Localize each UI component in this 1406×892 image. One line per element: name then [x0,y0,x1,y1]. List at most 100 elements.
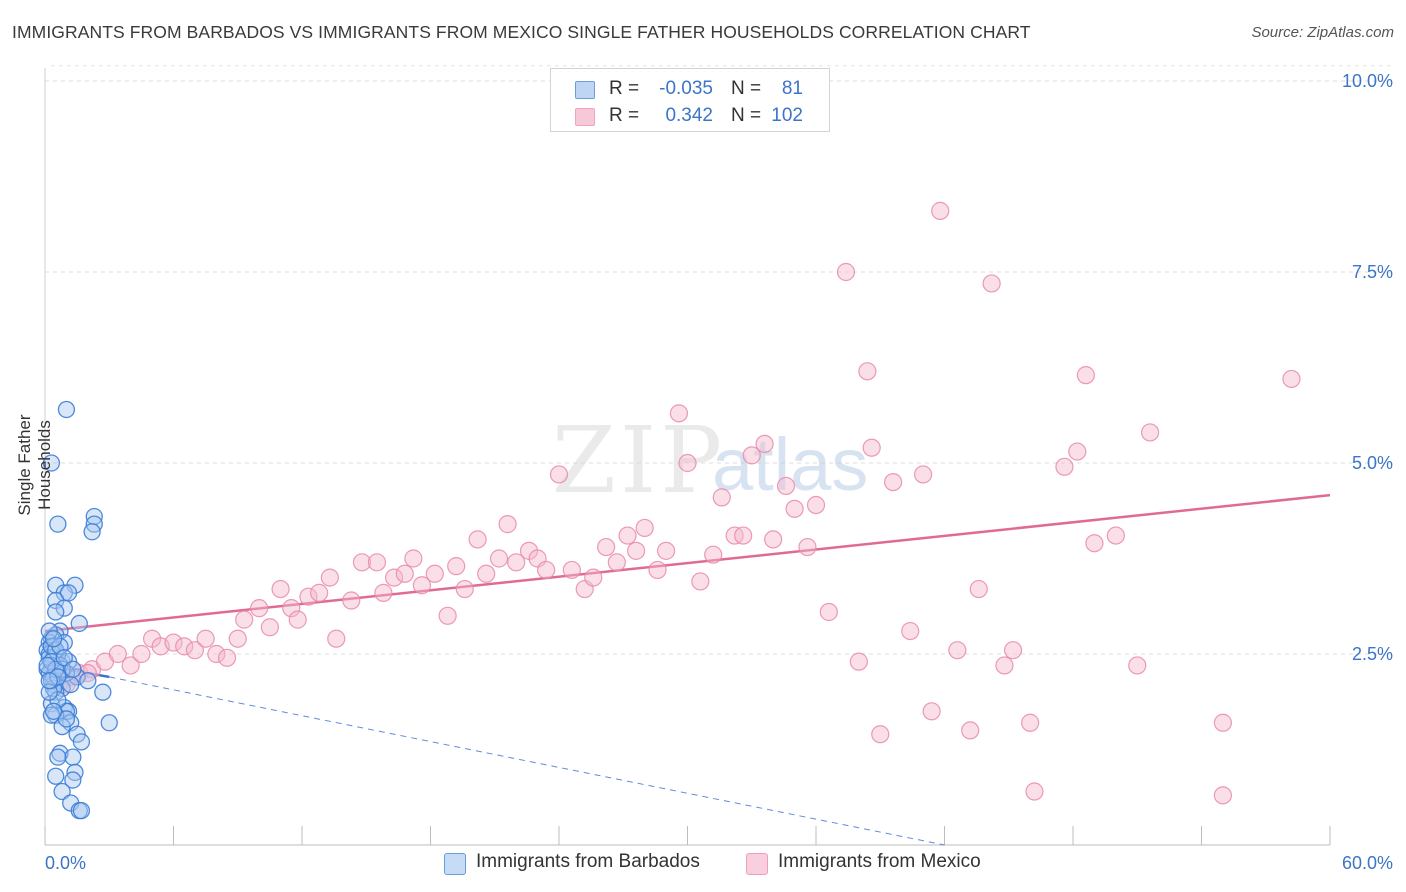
mexico-point [1025,782,1044,801]
y-tick-label-3: 10.0% [1342,71,1393,91]
barbados-point [57,400,76,419]
barbados-point [47,767,65,785]
mexico-point [374,583,393,602]
mexico-point [961,721,980,740]
barbados-point [47,603,65,621]
mexico-point [108,644,127,664]
barbados-point [53,782,71,801]
mexico-point [384,568,404,587]
mexico-point [537,560,556,580]
bottom-legend-barbados: Immigrants from Barbados [476,851,700,872]
mexico-point [931,201,950,220]
legend-n-value-mexico: 102 [771,105,803,126]
mexico-point [498,515,517,534]
legend-swatch-barbados [575,81,595,99]
mexico-point [1055,457,1074,476]
series-barbados-points [38,400,118,820]
barbados-point [72,801,91,820]
tick-labels: 2.5% 5.0% 7.5% 10.0% 0.0% 60.0% [45,71,1393,873]
mexico-point [755,434,774,453]
mexico-point [836,262,856,282]
legend-r-value-barbados: -0.035 [659,78,713,99]
mexico-point [217,648,237,667]
mexico-point [1003,641,1023,660]
mexico-point [607,553,626,572]
mexico-point [742,446,761,465]
mexico-point [901,621,920,641]
barbados-point [57,710,76,728]
mexico-point [734,526,753,545]
mexico-point [883,473,903,492]
legend-n-label: N = [731,105,762,126]
mexico-point [849,652,868,671]
mexico-point [395,564,414,583]
x-tick-label-min: 0.0% [45,853,86,873]
mexico-point [352,553,372,572]
mexico-point [806,495,826,515]
y-tick-label-0: 2.5% [1352,644,1393,664]
mexico-point [282,599,301,618]
mexico-point [185,641,205,660]
mexico-point [948,641,967,660]
mexico-point [1021,713,1040,732]
gridlines [45,65,1392,655]
watermark-atlas: atlas [712,423,868,506]
mexico-point [691,572,710,591]
mexico-point [913,465,933,484]
mexico-point [299,587,318,606]
mexico-point [858,362,877,381]
mexico-point [1106,526,1125,545]
mexico-point [656,541,676,560]
mexico-point [562,560,581,580]
mexico-point [367,553,387,572]
mexico-point [477,564,496,583]
mexico-point [1068,442,1087,461]
mexico-point [438,606,457,625]
mexico-point [1076,366,1095,385]
mexico-point [455,579,474,599]
mexico-point [175,637,194,656]
barbados-point [100,714,118,732]
mexico-point [250,599,269,618]
mexico-point [678,453,697,473]
mexico-point [207,644,226,664]
legend-n-value-barbados: 81 [781,78,803,99]
watermark: ZIP atlas [552,407,868,514]
legend-row-barbados: R = -0.035 N = 81 [551,75,829,101]
legend-row-mexico: R = 0.342 N = 102 [551,102,829,128]
mexico-point [412,576,432,595]
barbados-point [70,614,88,633]
mexico-point [468,530,487,549]
chart-title: IMMIGRANTS FROM BARBADOS VS IMMIGRANTS F… [12,22,1031,42]
barbados-point [49,515,67,533]
barbados-point [44,702,63,720]
barbados-point [94,683,112,701]
mexico-point [764,530,783,549]
legend-r-value-mexico: 0.342 [665,105,713,126]
mexico-point [776,476,796,496]
mexico-point [798,537,817,557]
mexico-point [669,404,689,423]
mexico-point [704,545,723,564]
mexico-point [235,610,254,629]
barbados-point [64,748,82,766]
mexico-point [819,602,838,622]
trend-line-barbados-extension [109,676,945,846]
mexico-point [342,591,361,610]
mexico-point [121,656,140,675]
y-tick-label-2: 7.5% [1352,262,1393,282]
mexico-point [785,499,804,518]
mexico-point [327,629,346,648]
mexico-point [584,568,603,587]
legend-n-label: N = [731,78,762,99]
barbados-point [83,523,101,541]
mexico-point [489,549,509,568]
mexico-point [712,488,731,507]
mexico-point [507,553,526,572]
barbados-point [40,672,58,690]
mexico-point [404,549,423,568]
mexico-point [635,518,654,538]
barbados-point [44,630,63,648]
mexico-point [597,537,616,557]
